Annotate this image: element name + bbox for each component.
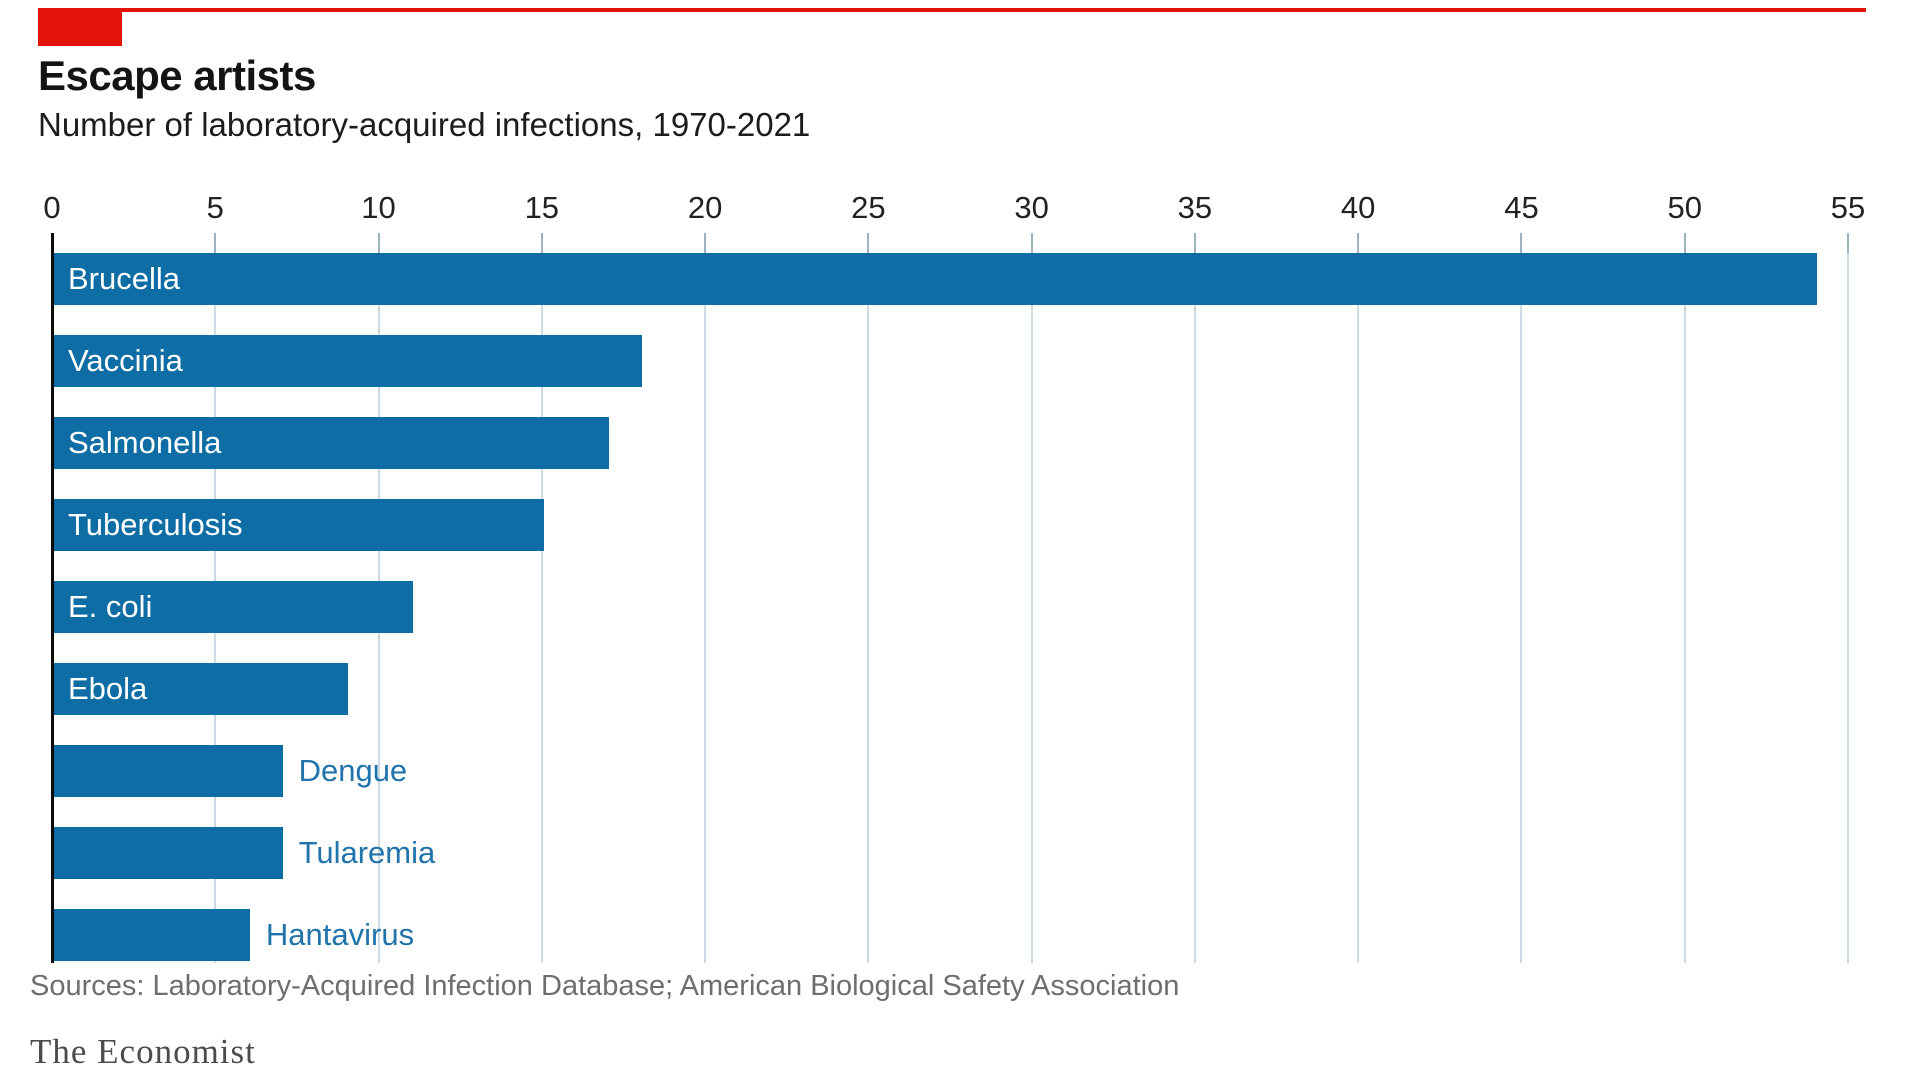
- bar: [54, 745, 283, 797]
- bar: Brucella: [54, 253, 1818, 305]
- x-axis-tick-label: 50: [1667, 190, 1702, 225]
- x-axis-tick-label: 10: [361, 190, 396, 225]
- x-axis-tick-label: 5: [206, 190, 224, 225]
- bar-label: Hantavirus: [265, 917, 415, 952]
- plot-area: 0 5 10 15 20 25 30 35 40 45 50 55 Brucella Vaccinia Sa…: [43, 190, 1866, 963]
- gridline: [540, 253, 543, 963]
- gridline: [704, 253, 707, 963]
- y-axis-line: [51, 233, 54, 963]
- bar-label: Tularemia: [298, 835, 436, 870]
- gridline: [1683, 253, 1686, 963]
- x-axis-tick-label: 15: [524, 190, 560, 225]
- x-axis-tick-label: 0: [43, 190, 61, 225]
- brand-wordmark: The Economist: [30, 1032, 256, 1071]
- bar-label: Ebola: [68, 671, 148, 706]
- top-red-rule: [38, 8, 1866, 12]
- x-axis-tick-mark: [867, 233, 870, 253]
- x-axis-tick-label: 40: [1340, 190, 1376, 225]
- sources-note: Sources: Laboratory-Acquired Infection D…: [30, 970, 1180, 1002]
- gridline: [1847, 253, 1849, 963]
- x-axis-tick-mark: [214, 233, 217, 253]
- x-axis-tick-mark: [1847, 233, 1849, 253]
- x-axis-tick-label: 25: [851, 190, 886, 225]
- x-axis-tick-mark: [1357, 233, 1360, 253]
- x-axis-tick-mark: [1193, 233, 1196, 253]
- bar: Salmonella: [54, 417, 610, 469]
- bar-label: Tuberculosis: [68, 507, 243, 542]
- chart-title: Escape artists: [38, 52, 316, 99]
- bar-label: Brucella: [68, 261, 180, 296]
- bar-label: Salmonella: [68, 425, 222, 460]
- x-axis-tick-label: 20: [687, 190, 723, 225]
- bar: E. coli: [54, 581, 414, 633]
- gridline: [1193, 253, 1196, 963]
- red-tab-accent: [38, 8, 122, 46]
- x-axis-tick-mark: [1520, 233, 1523, 253]
- x-axis-tick-mark: [1030, 233, 1033, 253]
- x-axis-tick-mark: [1683, 233, 1686, 253]
- bar-label: Dengue: [298, 753, 408, 788]
- x-axis-tick-label: 30: [1014, 190, 1049, 225]
- chart-subtitle: Number of laboratory-acquired infections…: [38, 106, 811, 143]
- bar: Tuberculosis: [54, 499, 544, 551]
- x-axis-tick-mark: [540, 233, 543, 253]
- x-axis-tick-mark: [704, 233, 707, 253]
- bar: Vaccinia: [54, 335, 642, 387]
- x-axis-tick-label: 55: [1830, 190, 1866, 225]
- gridline: [1520, 253, 1523, 963]
- x-axis-tick-label: 35: [1177, 190, 1213, 225]
- bar: [54, 909, 250, 961]
- gridline: [867, 253, 870, 963]
- bar-label: Vaccinia: [68, 343, 183, 378]
- bar-label: E. coli: [68, 589, 153, 624]
- gridline: [1357, 253, 1360, 963]
- x-axis-tick-label: 45: [1504, 190, 1539, 225]
- gridline: [1030, 253, 1033, 963]
- bar: Ebola: [54, 663, 348, 715]
- bar: [54, 827, 283, 879]
- x-axis-tick-mark: [377, 233, 380, 253]
